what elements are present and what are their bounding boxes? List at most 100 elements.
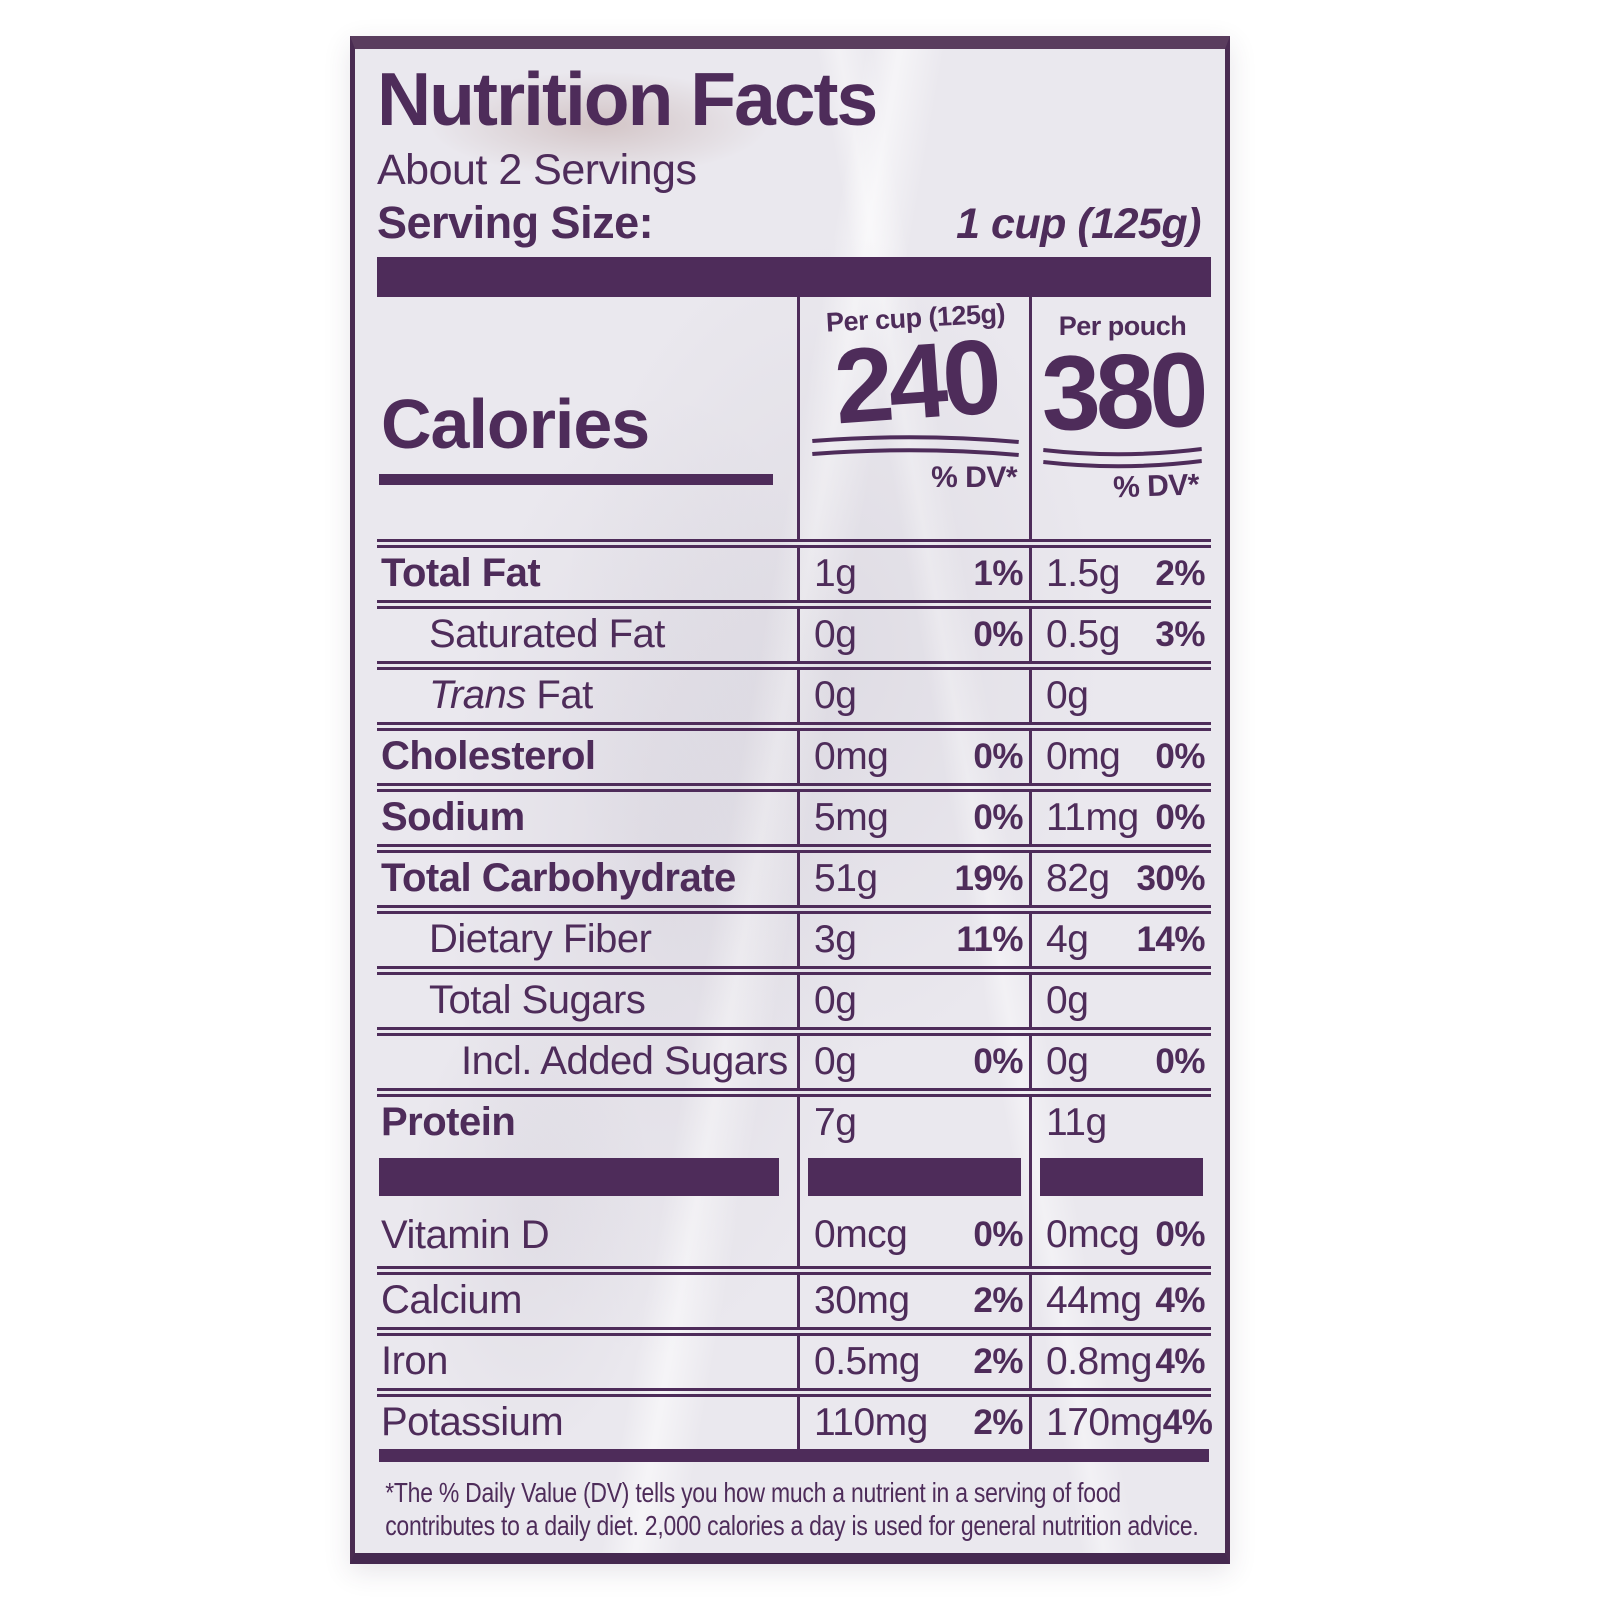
amount-value: 0g	[1046, 673, 1089, 717]
per-cup-cell: 0mg 0%	[797, 730, 1029, 783]
daily-value-percent: 4%	[1155, 1280, 1205, 1320]
nutrient-row: Sodium 5mg 0% 11mg 0%	[377, 782, 1211, 844]
amount-value: 0.5g	[1046, 612, 1120, 656]
nutrient-name-cell: Potassium	[377, 1397, 797, 1449]
amount-value: 0g	[814, 612, 857, 656]
nutrient-name-cell: Protein	[377, 1097, 797, 1149]
amount-value: 0mg	[814, 734, 889, 778]
daily-value-percent: 0%	[973, 1041, 1023, 1081]
daily-value-percent: 0%	[973, 736, 1023, 776]
nutrient-row: Vitamin D 0mcg 0% 0mcg 0%	[377, 1204, 1211, 1266]
per-pouch-cell: 0g 0%	[1029, 1035, 1211, 1088]
daily-value-percent: 0%	[973, 614, 1023, 654]
daily-value-percent: 2%	[1155, 553, 1205, 593]
daily-value-percent: 3%	[1155, 614, 1205, 654]
daily-value-percent: 30%	[1136, 858, 1205, 898]
per-pouch-cell: 11g	[1029, 1096, 1211, 1149]
amount-value: 11g	[1046, 1100, 1107, 1144]
wavy-underline	[1043, 447, 1202, 469]
nutrient-row: Dietary Fiber 3g 11% 4g 14%	[377, 904, 1211, 966]
calories-underline-bar	[379, 473, 773, 485]
nutrient-name: Calcium	[381, 1278, 522, 1322]
nutrient-row: Calcium 30mg 2% 44mg 4%	[377, 1265, 1211, 1327]
header-divider-bar	[377, 256, 1211, 297]
amount-value: 0.5mg	[814, 1339, 920, 1383]
nutrient-name-cell: Saturated Fat	[377, 609, 797, 661]
per-cup-column: Per cup (125g) 240 % DV*	[797, 296, 1029, 539]
daily-value-percent: 0%	[1155, 736, 1205, 776]
nutrient-table: Total Fat 1g 1% 1.5g 2% Saturated Fat 0g…	[377, 538, 1211, 1149]
per-cup-cell: 1g 1%	[797, 547, 1029, 600]
nutrient-name: Cholesterol	[381, 734, 596, 778]
daily-value-percent: 19%	[954, 858, 1023, 898]
nutrient-row: Total Carbohydrate 51g 19% 82g 30%	[377, 843, 1211, 905]
per-pouch-cell: 82g 30%	[1029, 852, 1211, 905]
nutrient-row: Total Fat 1g 1% 1.5g 2%	[377, 538, 1211, 600]
per-pouch-cell: 0mg 0%	[1029, 730, 1211, 783]
amount-value: 0g	[814, 978, 857, 1022]
nutrient-row: Cholesterol 0mg 0% 0mg 0%	[377, 721, 1211, 783]
nutrient-name: Iron	[381, 1339, 448, 1383]
amount-value: 170mg	[1046, 1400, 1163, 1444]
serving-size-row: Serving Size: 1 cup (125g)	[377, 197, 1211, 249]
nutrient-name: Sodium	[381, 795, 525, 839]
nutrient-row: Total Sugars 0g 0g	[377, 965, 1211, 1027]
nutrient-name-cell: Iron	[377, 1336, 797, 1388]
per-pouch-cell: 0g	[1029, 974, 1211, 1027]
per-pouch-cell: 4g 14%	[1029, 913, 1211, 966]
nutrient-name: Vitamin D	[381, 1212, 550, 1257]
nutrient-name-cell: Total Carbohydrate	[377, 853, 797, 905]
per-cup-cell: 30mg 2%	[797, 1274, 1029, 1327]
calories-label: Calories	[381, 384, 650, 463]
nutrient-name-cell: Trans Fat	[377, 670, 797, 722]
thick-bar	[1040, 1157, 1203, 1196]
per-pouch-cell: 0.5g 3%	[1029, 608, 1211, 661]
per-cup-cell: 0.5mg 2%	[797, 1335, 1029, 1388]
daily-value-percent: 14%	[1136, 919, 1205, 959]
nutrient-row: Potassium 110mg 2% 170mg 4%	[377, 1387, 1213, 1449]
amount-value: 0g	[814, 673, 857, 717]
daily-value-percent: 4%	[1155, 1341, 1205, 1381]
nutrient-name-cell: Cholesterol	[377, 731, 797, 783]
nutrition-facts-title: Nutrition Facts	[377, 57, 878, 141]
amount-value: 7g	[814, 1100, 857, 1144]
nutrient-name-cell: Incl. Added Sugars	[377, 1036, 797, 1088]
nutrition-label-panel: Nutrition Facts About 2 Servings Serving…	[350, 36, 1230, 1564]
nutrient-name: Potassium	[381, 1400, 564, 1444]
amount-value: 1g	[814, 551, 857, 595]
per-pouch-cell: 1.5g 2%	[1029, 547, 1211, 600]
section-divider-bars	[377, 1148, 1211, 1205]
per-cup-cell: 51g 19%	[797, 852, 1029, 905]
per-pouch-cell: 0g	[1029, 669, 1211, 722]
amount-value: 0g	[1046, 978, 1089, 1022]
footnote-divider-bar	[379, 1448, 1209, 1462]
nutrient-row: Protein 7g 11g	[377, 1087, 1211, 1149]
daily-value-percent: 1%	[973, 553, 1023, 593]
nutrient-name-cell: Total Sugars	[377, 975, 797, 1027]
nutrient-row: Incl. Added Sugars 0g 0% 0g 0%	[377, 1026, 1211, 1088]
calories-label-column: Calories	[377, 297, 797, 539]
daily-value-percent: 0%	[973, 797, 1023, 837]
per-cup-cell: 5mg 0%	[797, 791, 1029, 844]
per-pouch-column: Per pouch 380 % DV*	[1029, 296, 1211, 539]
amount-value: 4g	[1046, 917, 1089, 961]
per-cup-cell: 110mg 2%	[797, 1396, 1029, 1449]
daily-value-percent: 0%	[1155, 797, 1205, 837]
daily-value-percent: 4%	[1162, 1402, 1213, 1442]
per-cup-cell: 7g	[797, 1096, 1029, 1149]
thick-bar	[379, 1157, 779, 1196]
amount-value: 51g	[814, 856, 878, 900]
amount-value: 0mg	[1046, 734, 1121, 778]
daily-value-percent: 11%	[956, 919, 1023, 959]
daily-value-percent: 2%	[973, 1402, 1023, 1442]
calories-section: Calories Per cup (125g) 240 % DV* Per po…	[377, 296, 1211, 539]
label-content: Nutrition Facts About 2 Servings Serving…	[355, 61, 1225, 1543]
divider-bar-segment	[797, 1148, 1029, 1205]
nutrient-name-italic: Trans	[429, 673, 526, 717]
per-pouch-cell: 11mg 0%	[1029, 791, 1211, 844]
amount-value: 1.5g	[1046, 551, 1120, 595]
nutrient-name-cell: Calcium	[377, 1275, 797, 1327]
amount-value: 5mg	[814, 795, 889, 839]
per-cup-cell: 3g 11%	[797, 913, 1029, 966]
nutrient-name-cell: Total Fat	[377, 548, 797, 600]
